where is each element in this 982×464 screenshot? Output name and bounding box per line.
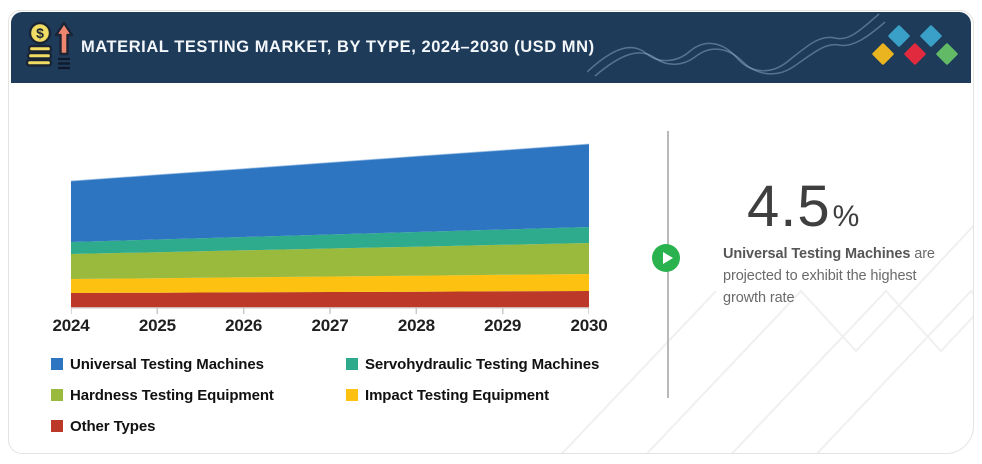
- x-axis-label: 2025: [138, 316, 176, 335]
- money-growth-icon: $: [25, 21, 74, 70]
- diamond-yellow: [871, 42, 895, 66]
- growth-rate-stat: 4.5 %: [747, 174, 860, 239]
- play-icon[interactable]: [652, 244, 680, 272]
- chart-legend: Universal Testing Machines Servohydraulic…: [51, 355, 631, 435]
- insight-rest-segment: are projected to exhibit the highest gro…: [723, 246, 935, 306]
- play-triangle: [662, 252, 673, 264]
- legend-item: Universal Testing Machines: [51, 355, 346, 373]
- infographic-card: $ MATERIAL TESTING MARKET, BY TYPE, 2024…: [8, 10, 974, 454]
- legend-item: Impact Testing Equipment: [346, 386, 631, 404]
- area-band: [71, 291, 589, 308]
- diamond-blue-right: [919, 24, 943, 48]
- x-axis-label: 2029: [484, 316, 522, 335]
- diamonds-logo: [871, 24, 959, 66]
- wave-lines-decoration: [587, 13, 886, 77]
- growth-rate-value: 4.5: [747, 174, 831, 239]
- insight-bold-segment: Universal Testing Machines: [723, 246, 911, 262]
- legend-swatch: [51, 420, 63, 432]
- legend-label: Impact Testing Equipment: [365, 386, 550, 404]
- header-bar: $ MATERIAL TESTING MARKET, BY TYPE, 2024…: [11, 12, 971, 83]
- legend-item: Hardness Testing Equipment: [51, 386, 346, 404]
- legend-label: Other Types: [70, 417, 156, 435]
- legend-label: Servohydraulic Testing Machines: [365, 355, 600, 373]
- legend-swatch: [346, 358, 358, 370]
- x-axis-label: 2026: [225, 316, 263, 335]
- area-top-edge: [71, 143, 589, 182]
- area-band: [71, 243, 589, 279]
- stacked-area-chart: [71, 143, 589, 314]
- insight-text: Universal Testing Machines are projected…: [723, 243, 955, 309]
- diamond-blue-left: [887, 24, 911, 48]
- legend-item: Other Types: [51, 417, 346, 435]
- x-axis-labels: 2024 2025 2026 2027 2028 2029 2030: [52, 316, 607, 338]
- x-axis-label: 2027: [311, 316, 349, 335]
- svg-text:$: $: [36, 25, 44, 41]
- legend-label: Hardness Testing Equipment: [70, 386, 274, 404]
- page-title: MATERIAL TESTING MARKET, BY TYPE, 2024–2…: [81, 38, 595, 56]
- legend-swatch: [346, 389, 358, 401]
- legend-swatch: [51, 358, 63, 370]
- legend-swatch: [51, 389, 63, 401]
- x-axis-label: 2024: [52, 316, 90, 335]
- area-band: [71, 274, 589, 293]
- legend-label: Universal Testing Machines: [70, 355, 264, 373]
- growth-rate-unit: %: [832, 200, 860, 233]
- x-axis-label: 2028: [397, 316, 435, 335]
- diamond-red: [903, 42, 927, 66]
- diamond-green: [935, 42, 959, 66]
- legend-item: Servohydraulic Testing Machines: [346, 355, 631, 373]
- x-axis-label: 2030: [570, 316, 608, 335]
- area-band: [71, 227, 589, 254]
- area-band: [71, 144, 589, 242]
